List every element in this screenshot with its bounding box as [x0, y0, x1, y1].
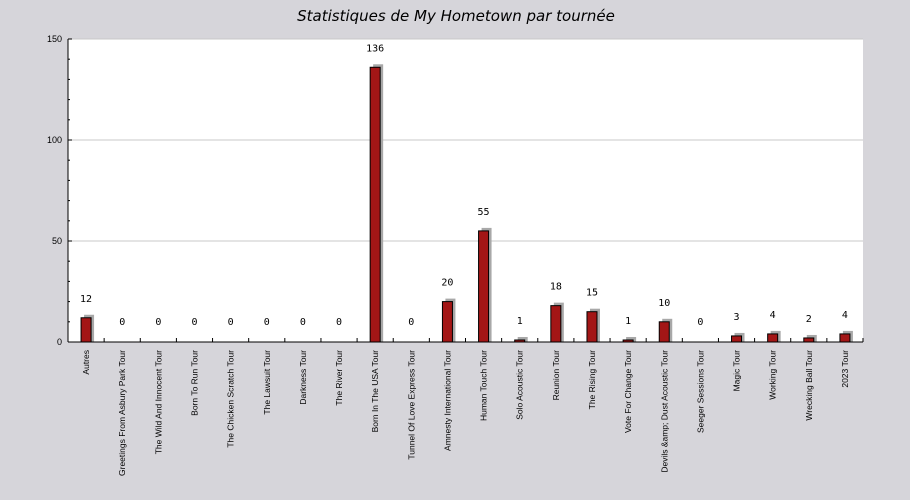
data-label: 0 — [408, 317, 414, 328]
bar — [550, 305, 562, 343]
data-label: 4 — [842, 310, 848, 321]
bar — [369, 66, 381, 343]
data-label: 3 — [734, 312, 740, 323]
data-label: 12 — [80, 294, 92, 305]
x-tick-label: The River Tour — [334, 350, 344, 406]
bars — [80, 64, 853, 343]
x-tick-label: The Lawsuit Tour — [262, 350, 272, 415]
x-tick-label: Born In The USA Tour — [370, 350, 380, 433]
x-tick-label: Tunnel Of Love Express Tour — [406, 350, 416, 460]
bar — [478, 230, 490, 343]
x-tick-label: Magic Tour — [732, 350, 742, 392]
bar — [803, 337, 815, 343]
x-axis: Autres Greetings From Asbury Park Tour The… — [68, 338, 864, 476]
x-tick-label: Devils &amp; Dust Acoustic Tour — [659, 350, 669, 473]
x-tick-label: Seeger Sessions Tour — [695, 350, 705, 433]
x-tick-label: Reunion Tour — [551, 350, 561, 401]
bar — [767, 333, 779, 343]
x-tick-label: Wrecking Ball Tour — [804, 350, 814, 421]
data-label: 0 — [155, 317, 161, 328]
x-tick-label: Vote For Change Tour — [623, 350, 633, 433]
data-label: 20 — [441, 278, 453, 289]
data-label: 1 — [517, 316, 523, 327]
x-tick-label: Greetings From Asbury Park Tour — [117, 350, 127, 476]
data-label: 0 — [228, 317, 234, 328]
data-label: 0 — [191, 317, 197, 328]
y-axis: 0 50 100 150 — [47, 34, 72, 347]
data-label: 0 — [697, 317, 703, 328]
x-tick-label: Amnesty International Tour — [442, 350, 452, 451]
y-tick-label: 100 — [47, 135, 62, 145]
data-label: 10 — [658, 298, 670, 309]
x-tick-label: Solo Acoustic Tour — [515, 350, 525, 420]
y-tick-label: 50 — [52, 236, 62, 246]
data-label: 136 — [366, 43, 384, 54]
data-labels: 12 0 0 0 0 0 0 0 136 0 20 55 1 18 15 1 10 0 3 4 2 4 — [80, 43, 848, 328]
x-tick-label: Autres — [81, 350, 91, 375]
chart-title: Statistiques de My Hometown par tournée — [297, 7, 615, 25]
data-label: 1 — [625, 316, 631, 327]
data-label: 0 — [300, 317, 306, 328]
x-tick-label: Darkness Tour — [298, 350, 308, 405]
y-tick-label: 0 — [57, 337, 62, 347]
bar — [839, 333, 851, 343]
bar — [586, 311, 598, 343]
x-tick-label: Born To Run Tour — [189, 350, 199, 416]
x-tick-label: The Wild And Innocent Tour — [153, 350, 163, 454]
gridlines — [68, 38, 863, 242]
data-label: 4 — [770, 310, 776, 321]
y-tick-label: 150 — [47, 34, 62, 44]
bar — [80, 317, 92, 343]
plot-area — [68, 39, 863, 342]
x-tick-label: The Chicken Scratch Tour — [226, 350, 236, 448]
data-label: 0 — [336, 317, 342, 328]
bar — [441, 301, 453, 343]
data-label: 2 — [806, 314, 812, 325]
data-label: 18 — [550, 282, 562, 293]
x-tick-label: 2023 Tour — [840, 350, 850, 388]
data-label: 0 — [264, 317, 270, 328]
x-tick-label: The Rising Tour — [587, 350, 597, 410]
data-label: 15 — [586, 288, 598, 299]
x-tick-label: Human Touch Tour — [479, 350, 489, 421]
bar — [658, 321, 670, 343]
bar — [731, 335, 743, 343]
data-label: 55 — [478, 207, 490, 218]
data-label: 0 — [119, 317, 125, 328]
x-tick-label: Working Tour — [768, 350, 778, 400]
